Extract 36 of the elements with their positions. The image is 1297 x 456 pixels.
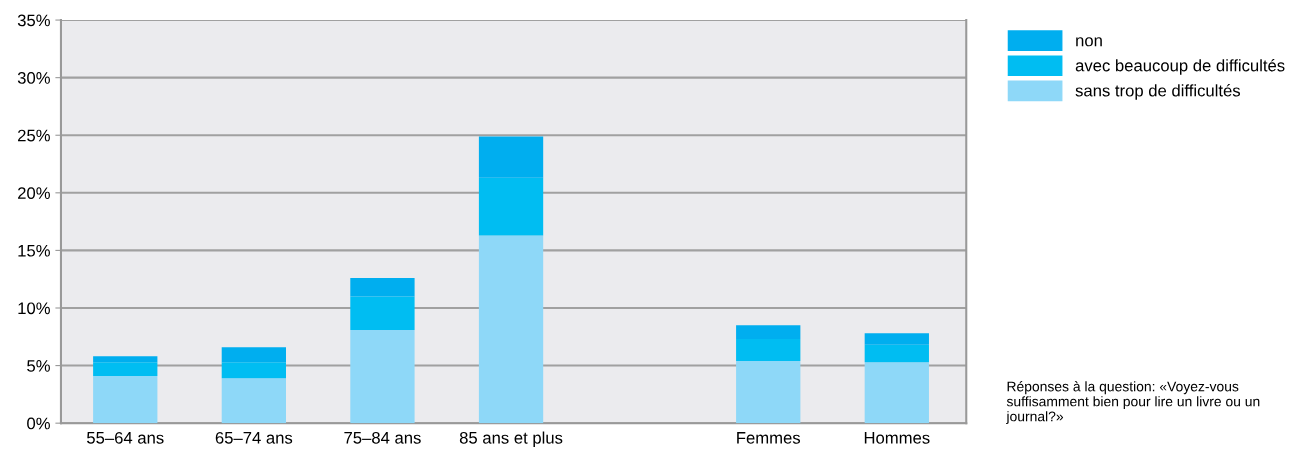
bar <box>736 360 801 424</box>
x-tick-label: 55–64 ans <box>87 431 164 444</box>
bar <box>221 378 286 424</box>
bar <box>350 278 415 297</box>
legend-label: sans trop de difficultés <box>1075 84 1241 100</box>
bar <box>478 177 544 236</box>
y-tick-label: 0% <box>27 417 50 430</box>
y-tick-label: 10% <box>18 302 50 315</box>
bar <box>736 339 801 361</box>
bar <box>478 235 544 424</box>
bar <box>93 362 158 376</box>
bar <box>864 333 929 345</box>
bar <box>478 136 544 178</box>
x-tick-label: 85 ans et plus <box>459 431 563 448</box>
bar <box>93 375 158 424</box>
y-tick-label: 30% <box>17 72 50 84</box>
bar <box>864 362 929 424</box>
text: Réponses à la question: «Voyez-vous suffisamment bien pour lire un livre ou un journal?» <box>1006 381 1260 425</box>
x-tick-label: 75–84 ans <box>344 431 421 444</box>
bar <box>221 347 286 363</box>
x-tick-label: Hommes <box>864 432 930 444</box>
bar <box>93 356 158 363</box>
y-tick-label: 25% <box>18 129 50 142</box>
y-tick-label: 15% <box>18 244 50 257</box>
y-tick-label: 35% <box>17 14 50 27</box>
bar <box>221 362 286 379</box>
bar <box>736 325 801 340</box>
legend-label: non <box>1076 37 1102 47</box>
bar <box>350 296 415 330</box>
x-tick-label: 65–74 ans <box>215 431 293 444</box>
x-tick-label: Femmes <box>737 432 801 444</box>
y-tick-label: 20% <box>18 187 50 200</box>
bar <box>864 344 929 363</box>
y-tick-label: 5% <box>27 360 50 372</box>
legend-label: avec beaucoup de difficultés <box>1075 59 1285 75</box>
bar <box>350 329 415 424</box>
